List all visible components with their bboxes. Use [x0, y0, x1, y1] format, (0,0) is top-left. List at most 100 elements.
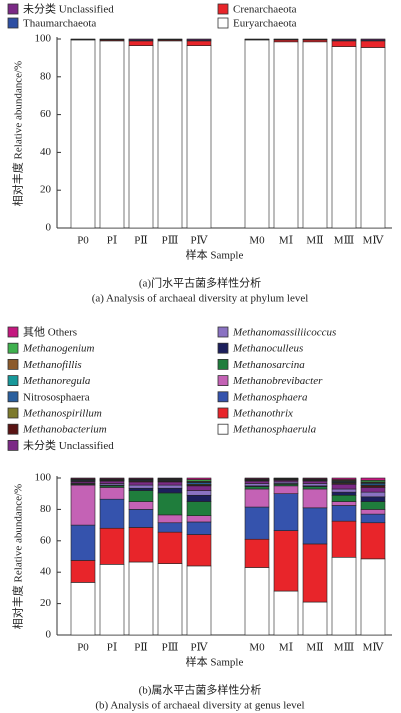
bar-segment — [186, 515, 212, 523]
legend-swatch — [217, 3, 229, 15]
legend-label: Methanomassiliicoccus — [232, 327, 336, 339]
x-tick-label: MⅢ — [334, 642, 354, 654]
bar-segment — [331, 488, 357, 493]
legend-label: Thaumarchaeota — [23, 18, 96, 30]
bar-segment — [99, 40, 125, 229]
legend-swatch — [7, 375, 19, 387]
bar-segment — [157, 492, 183, 516]
bar-segment — [128, 38, 154, 41]
bar-segment — [186, 494, 212, 502]
legend-label: Crenarchaeota — [233, 4, 297, 16]
caption-title: (b)属水平古菌多样性分析 — [139, 683, 262, 697]
bar-segment — [302, 483, 328, 487]
bar-segment — [128, 484, 154, 489]
bar-segment — [331, 40, 357, 47]
y-tick-label: 0 — [46, 629, 52, 641]
bar-segment — [273, 590, 299, 636]
bar-segment — [244, 567, 270, 636]
bar-segment — [157, 531, 183, 564]
bar-segment — [70, 560, 96, 583]
bar-segment — [186, 485, 212, 491]
bar-segment — [244, 483, 270, 487]
legend-label: Methanothrix — [232, 408, 293, 420]
bar-segment — [99, 487, 125, 500]
bar-segment — [70, 524, 96, 561]
bar-segment — [186, 45, 212, 229]
bar-segment — [302, 486, 328, 490]
x-tick-label: MⅡ — [306, 642, 323, 654]
bar-segment — [99, 480, 125, 484]
bar-segment — [360, 38, 386, 41]
bar-segment — [244, 477, 270, 480]
bar-segment — [244, 538, 270, 568]
bar-segment — [331, 556, 357, 636]
bar-segment — [302, 480, 328, 484]
bar-segment — [244, 480, 270, 484]
legend-label: Methanogenium — [22, 343, 95, 355]
bar-segment — [157, 40, 183, 229]
x-tick-label: PⅡ — [134, 642, 148, 654]
bar-segment — [186, 40, 212, 46]
bar-segment — [186, 501, 212, 516]
y-tick-label: 40 — [40, 566, 52, 578]
bar-segment — [244, 506, 270, 540]
legend-swatch — [7, 3, 19, 15]
x-tick-label: P0 — [77, 642, 89, 654]
legend-swatch — [217, 407, 229, 419]
bar-segment — [99, 477, 125, 480]
legend-swatch — [7, 326, 19, 338]
legend-swatch — [7, 407, 19, 419]
y-tick-label: 20 — [40, 184, 52, 196]
bar-segment — [157, 481, 183, 486]
legend-swatch — [7, 391, 19, 403]
legend-label: 未分类 Unclassified — [23, 438, 114, 452]
bar-segment — [302, 543, 328, 603]
bar-segment — [128, 40, 154, 46]
legend-label: Methanosphaera — [232, 391, 308, 403]
caption-subtitle: (a) Analysis of archaeal diversity at ph… — [92, 293, 309, 305]
legend-swatch — [217, 342, 229, 354]
legend-label: 其他 Others — [23, 326, 77, 339]
bar-segment — [186, 521, 212, 535]
y-tick-label: 40 — [40, 146, 52, 158]
legend-label: Methanobrevibacter — [232, 375, 323, 387]
bar-segment — [70, 582, 96, 636]
x-tick-label: PⅣ — [190, 642, 208, 654]
bar-segment — [128, 45, 154, 229]
bar-segment — [99, 527, 125, 565]
x-tick-label: MⅢ — [334, 235, 354, 247]
bar-segment — [273, 485, 299, 495]
bar-segment — [70, 477, 96, 480]
bar-segment — [360, 509, 386, 515]
bar-segment — [157, 522, 183, 533]
bar-segment — [99, 498, 125, 529]
bar-segment — [186, 565, 212, 636]
legend-swatch — [7, 423, 19, 435]
y-tick-label: 0 — [46, 222, 52, 234]
x-tick-label: PⅡ — [134, 235, 148, 247]
bar-segment — [360, 496, 386, 502]
bar-segment — [128, 509, 154, 528]
legend-swatch — [7, 439, 19, 451]
legend-label: 未分类 Unclassified — [23, 2, 114, 16]
bar-segment — [244, 486, 270, 490]
bar-segment — [331, 505, 357, 522]
x-tick-label: MⅡ — [306, 235, 323, 247]
bar-segment — [128, 490, 154, 502]
bar-segment — [244, 39, 270, 229]
legend-label: Nitrososphaera — [23, 391, 90, 403]
bar-segment — [128, 487, 154, 491]
legend-swatch — [217, 375, 229, 387]
bar-segment — [157, 477, 183, 479]
legend-label: Methanofillis — [22, 359, 82, 371]
bar-segment — [157, 484, 183, 489]
y-axis-label: 相对丰度 Relative abundance/% — [11, 484, 25, 629]
legend-swatch — [217, 391, 229, 403]
bar-segment — [70, 39, 96, 229]
y-tick-label: 60 — [40, 534, 52, 546]
legend-swatch — [217, 17, 229, 29]
bar-segment — [302, 488, 328, 509]
bar-segment — [331, 501, 357, 506]
x-axis-label: 样本 Sample — [186, 248, 244, 262]
